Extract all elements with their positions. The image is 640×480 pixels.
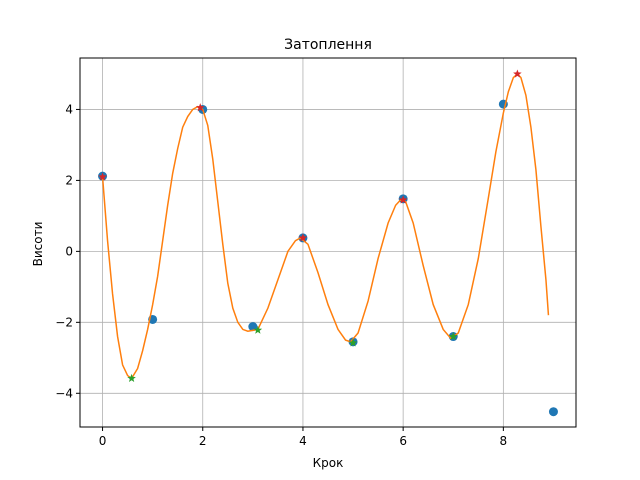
chart-title: Затоплення [284,37,372,53]
data-point [548,407,558,417]
x-tick-label: 0 [99,434,107,448]
y-axis-label: Висоти [31,222,45,267]
x-axis-label: Крок [313,456,344,470]
star-marker [195,103,205,112]
star-marker [513,69,522,78]
star-marker [298,233,308,242]
x-axis: 0 2 4 6 8 [99,427,507,448]
star-marker [348,338,358,347]
star-marker [98,172,107,181]
series-2 [98,69,522,242]
x-tick-label: 6 [399,434,407,448]
y-tick-label: −4 [55,386,73,400]
y-tick-label: 2 [65,173,73,187]
plot-frame [79,57,577,428]
series-line [101,72,550,380]
series-1 [101,72,550,380]
grid [80,58,576,427]
star-marker [127,373,136,383]
y-tick-label: 0 [65,244,73,258]
star-marker [448,332,458,341]
series-layer [98,69,558,417]
star-marker [398,195,408,204]
y-tick-label: 4 [65,102,73,116]
x-tick-label: 2 [199,434,207,448]
series-3 [127,325,458,383]
y-axis: −4 −2 0 2 4 [55,102,80,400]
x-tick-label: 4 [299,434,307,448]
y-tick-label: −2 [55,315,73,329]
x-tick-label: 8 [500,434,508,448]
star-marker [253,325,263,334]
